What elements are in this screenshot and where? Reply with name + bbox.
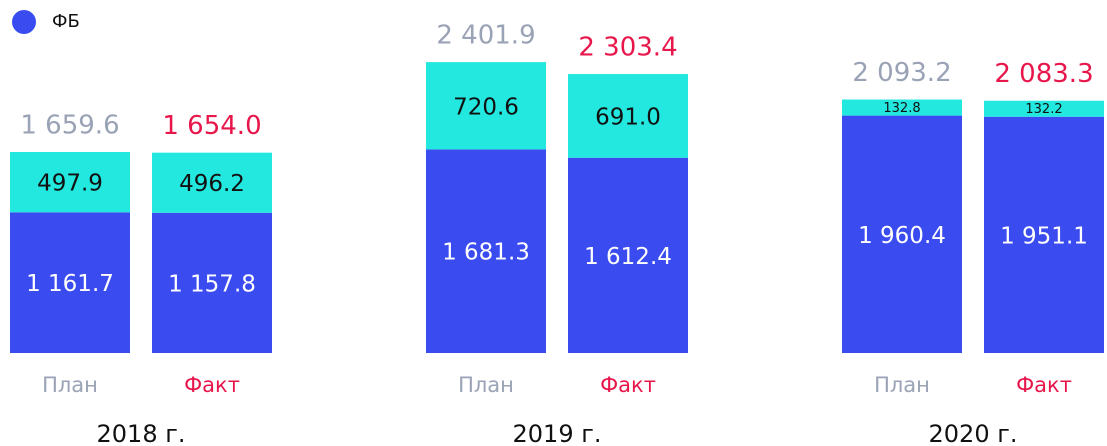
bar-segment [10,212,130,353]
bar-segment [984,100,1104,117]
value-label: 1 960.4 [858,223,946,249]
value-label: 720.6 [453,94,519,120]
group-label: 2019 г. [513,420,602,446]
bar-segment [152,152,272,213]
value-label: 496.2 [179,171,245,197]
category-label: Факт [600,373,656,397]
category-label: Факт [1016,373,1072,397]
total-label: 2 093.2 [852,58,951,88]
legend-label: ФБ [52,11,80,32]
bar-segment [568,157,688,353]
value-label: 1 681.3 [442,240,530,266]
bar-segment [10,152,130,213]
bar-segment [568,74,688,158]
group-label: 2018 г. [97,420,186,446]
value-label: 1 157.8 [168,271,256,297]
total-label: 2 401.9 [436,21,535,51]
value-label: 497.9 [37,171,103,197]
legend-marker [12,10,36,34]
bar-segment [426,149,546,353]
total-label: 2 303.4 [578,33,677,63]
bar-segment [842,99,962,116]
category-label: План [458,373,514,397]
total-label: 2 083.3 [994,59,1093,89]
value-label: 1 951.1 [1000,223,1088,249]
bar-segment [842,115,962,354]
bar-segment [152,212,272,353]
bar-segment [984,116,1104,353]
category-label: План [874,373,930,397]
value-label: 1 612.4 [584,244,672,270]
value-label: 691.0 [595,104,661,130]
total-label: 1 659.6 [20,111,119,141]
value-label: 132.8 [883,101,920,116]
value-label: 132.2 [1025,102,1062,117]
category-label: Факт [184,373,240,397]
bar-segment [426,62,546,150]
value-label: 1 161.7 [26,271,114,297]
category-label: План [42,373,98,397]
group-label: 2020 г. [929,420,1018,446]
total-label: 1 654.0 [162,111,261,141]
